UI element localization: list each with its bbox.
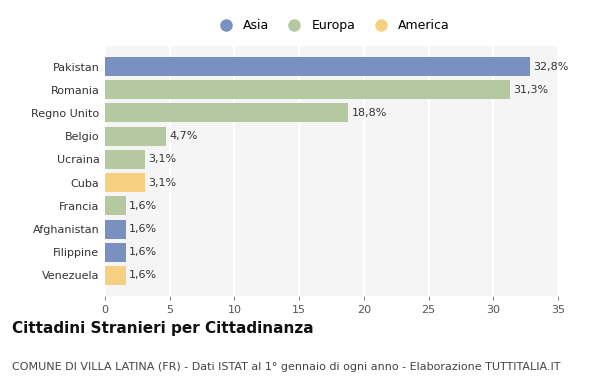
Text: 1,6%: 1,6% xyxy=(129,247,157,257)
Bar xyxy=(105,243,126,262)
Bar xyxy=(105,150,145,169)
Text: 3,1%: 3,1% xyxy=(148,177,176,188)
Text: 18,8%: 18,8% xyxy=(352,108,387,118)
Text: 31,3%: 31,3% xyxy=(514,85,548,95)
Legend: Asia, Europa, America: Asia, Europa, America xyxy=(208,14,455,37)
Text: 3,1%: 3,1% xyxy=(148,154,176,165)
Text: 4,7%: 4,7% xyxy=(169,131,197,141)
Text: COMUNE DI VILLA LATINA (FR) - Dati ISTAT al 1° gennaio di ogni anno - Elaborazio: COMUNE DI VILLA LATINA (FR) - Dati ISTAT… xyxy=(12,363,560,372)
Bar xyxy=(105,173,145,192)
Text: Cittadini Stranieri per Cittadinanza: Cittadini Stranieri per Cittadinanza xyxy=(12,321,314,336)
Bar xyxy=(105,127,166,146)
Text: 1,6%: 1,6% xyxy=(129,271,157,280)
Bar xyxy=(105,57,530,76)
Text: 32,8%: 32,8% xyxy=(533,62,568,71)
Bar xyxy=(105,80,510,99)
Bar xyxy=(105,266,126,285)
Text: 1,6%: 1,6% xyxy=(129,224,157,234)
Bar xyxy=(105,196,126,215)
Bar xyxy=(105,220,126,239)
Text: 1,6%: 1,6% xyxy=(129,201,157,211)
Bar xyxy=(105,103,349,122)
